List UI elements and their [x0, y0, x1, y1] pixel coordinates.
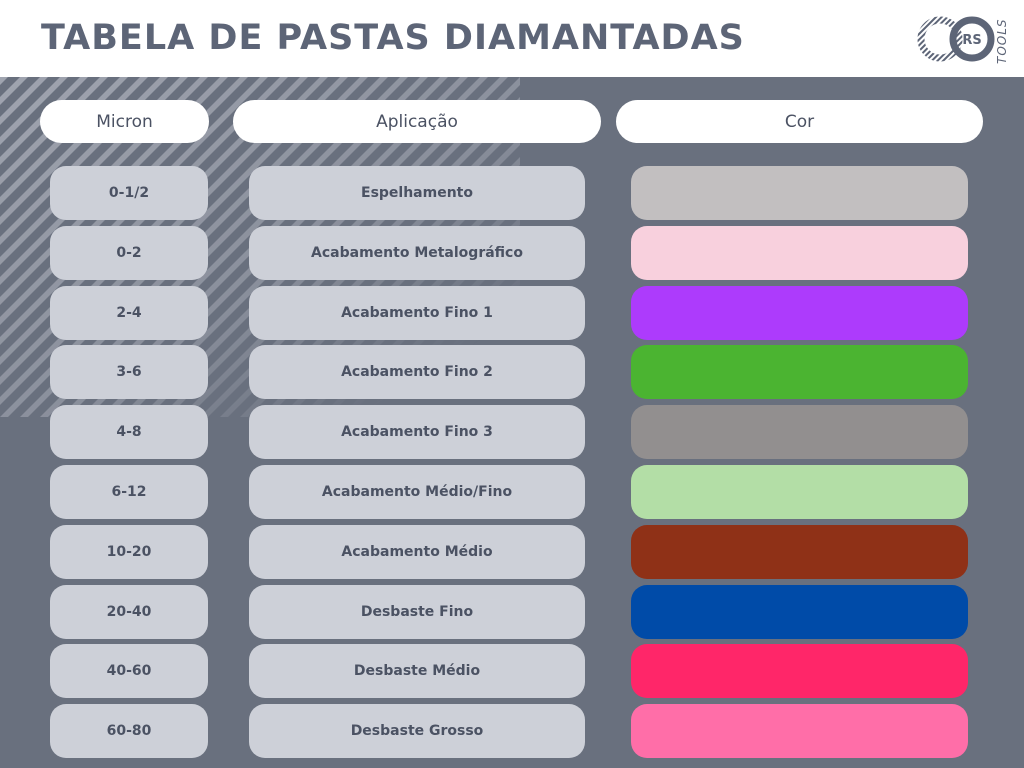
micron-cell: 2-4	[50, 286, 208, 340]
application-cell: Acabamento Fino 1	[249, 286, 585, 340]
micron-cell: 0-2	[50, 226, 208, 280]
micron-cell: 0-1/2	[50, 166, 208, 220]
color-swatch	[631, 644, 968, 698]
rs-tools-logo-icon: RS	[917, 16, 995, 62]
application-cell: Acabamento Médio	[249, 525, 585, 579]
application-cell: Acabamento Médio/Fino	[249, 465, 585, 519]
application-cell: Espelhamento	[249, 166, 585, 220]
logo-mark: RS	[962, 33, 981, 48]
stripe	[0, 77, 68, 145]
stripe	[0, 77, 48, 125]
page-title: TABELA DE PASTAS DIAMANTADAS	[41, 18, 745, 58]
column-header-application: Aplicação	[233, 100, 601, 143]
application-cell: Desbaste Médio	[249, 644, 585, 698]
color-swatch	[631, 405, 968, 459]
header-bar: TABELA DE PASTAS DIAMANTADAS RS TOOLS	[0, 0, 1024, 77]
column-header-micron: Micron	[40, 100, 209, 143]
application-cell: Acabamento Fino 2	[249, 345, 585, 399]
color-swatch	[631, 166, 968, 220]
color-swatch	[631, 465, 968, 519]
micron-cell: 60-80	[50, 704, 208, 758]
color-swatch	[631, 286, 968, 340]
application-cell: Acabamento Fino 3	[249, 405, 585, 459]
logo-word: TOOLS	[995, 18, 1009, 64]
color-swatch	[631, 226, 968, 280]
column-header-color: Cor	[616, 100, 983, 143]
micron-cell: 40-60	[50, 644, 208, 698]
micron-cell: 10-20	[50, 525, 208, 579]
color-swatch	[631, 525, 968, 579]
stripe	[0, 77, 28, 105]
stripe	[0, 77, 8, 85]
application-cell: Desbaste Fino	[249, 585, 585, 639]
color-swatch	[631, 345, 968, 399]
application-cell: Acabamento Metalográfico	[249, 226, 585, 280]
application-cell: Desbaste Grosso	[249, 704, 585, 758]
micron-cell: 3-6	[50, 345, 208, 399]
micron-cell: 20-40	[50, 585, 208, 639]
micron-cell: 6-12	[50, 465, 208, 519]
color-swatch	[631, 585, 968, 639]
color-swatch	[631, 704, 968, 758]
micron-cell: 4-8	[50, 405, 208, 459]
